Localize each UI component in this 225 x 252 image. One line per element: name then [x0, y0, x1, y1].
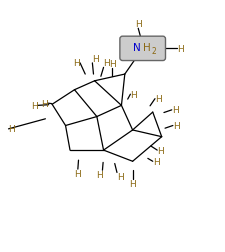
Text: H: H: [155, 95, 162, 104]
Text: H: H: [104, 59, 110, 68]
Text: H: H: [157, 146, 164, 155]
FancyBboxPatch shape: [120, 37, 166, 61]
Text: H: H: [92, 55, 99, 64]
Text: H: H: [117, 173, 124, 182]
Text: H: H: [135, 20, 142, 29]
Text: H: H: [173, 121, 180, 131]
Text: N: N: [133, 43, 140, 53]
Text: H: H: [153, 157, 160, 166]
Text: H: H: [31, 102, 38, 110]
Text: H: H: [129, 179, 136, 188]
Text: H: H: [74, 169, 81, 178]
Text: H: H: [41, 99, 48, 108]
Text: 2: 2: [151, 46, 156, 55]
Text: H: H: [130, 90, 137, 99]
Text: H: H: [73, 59, 80, 68]
Text: H: H: [109, 60, 116, 69]
Text: H: H: [172, 106, 178, 115]
Text: H: H: [177, 45, 184, 54]
Text: H: H: [96, 171, 102, 179]
Text: H: H: [143, 43, 151, 53]
Text: H: H: [9, 125, 15, 134]
